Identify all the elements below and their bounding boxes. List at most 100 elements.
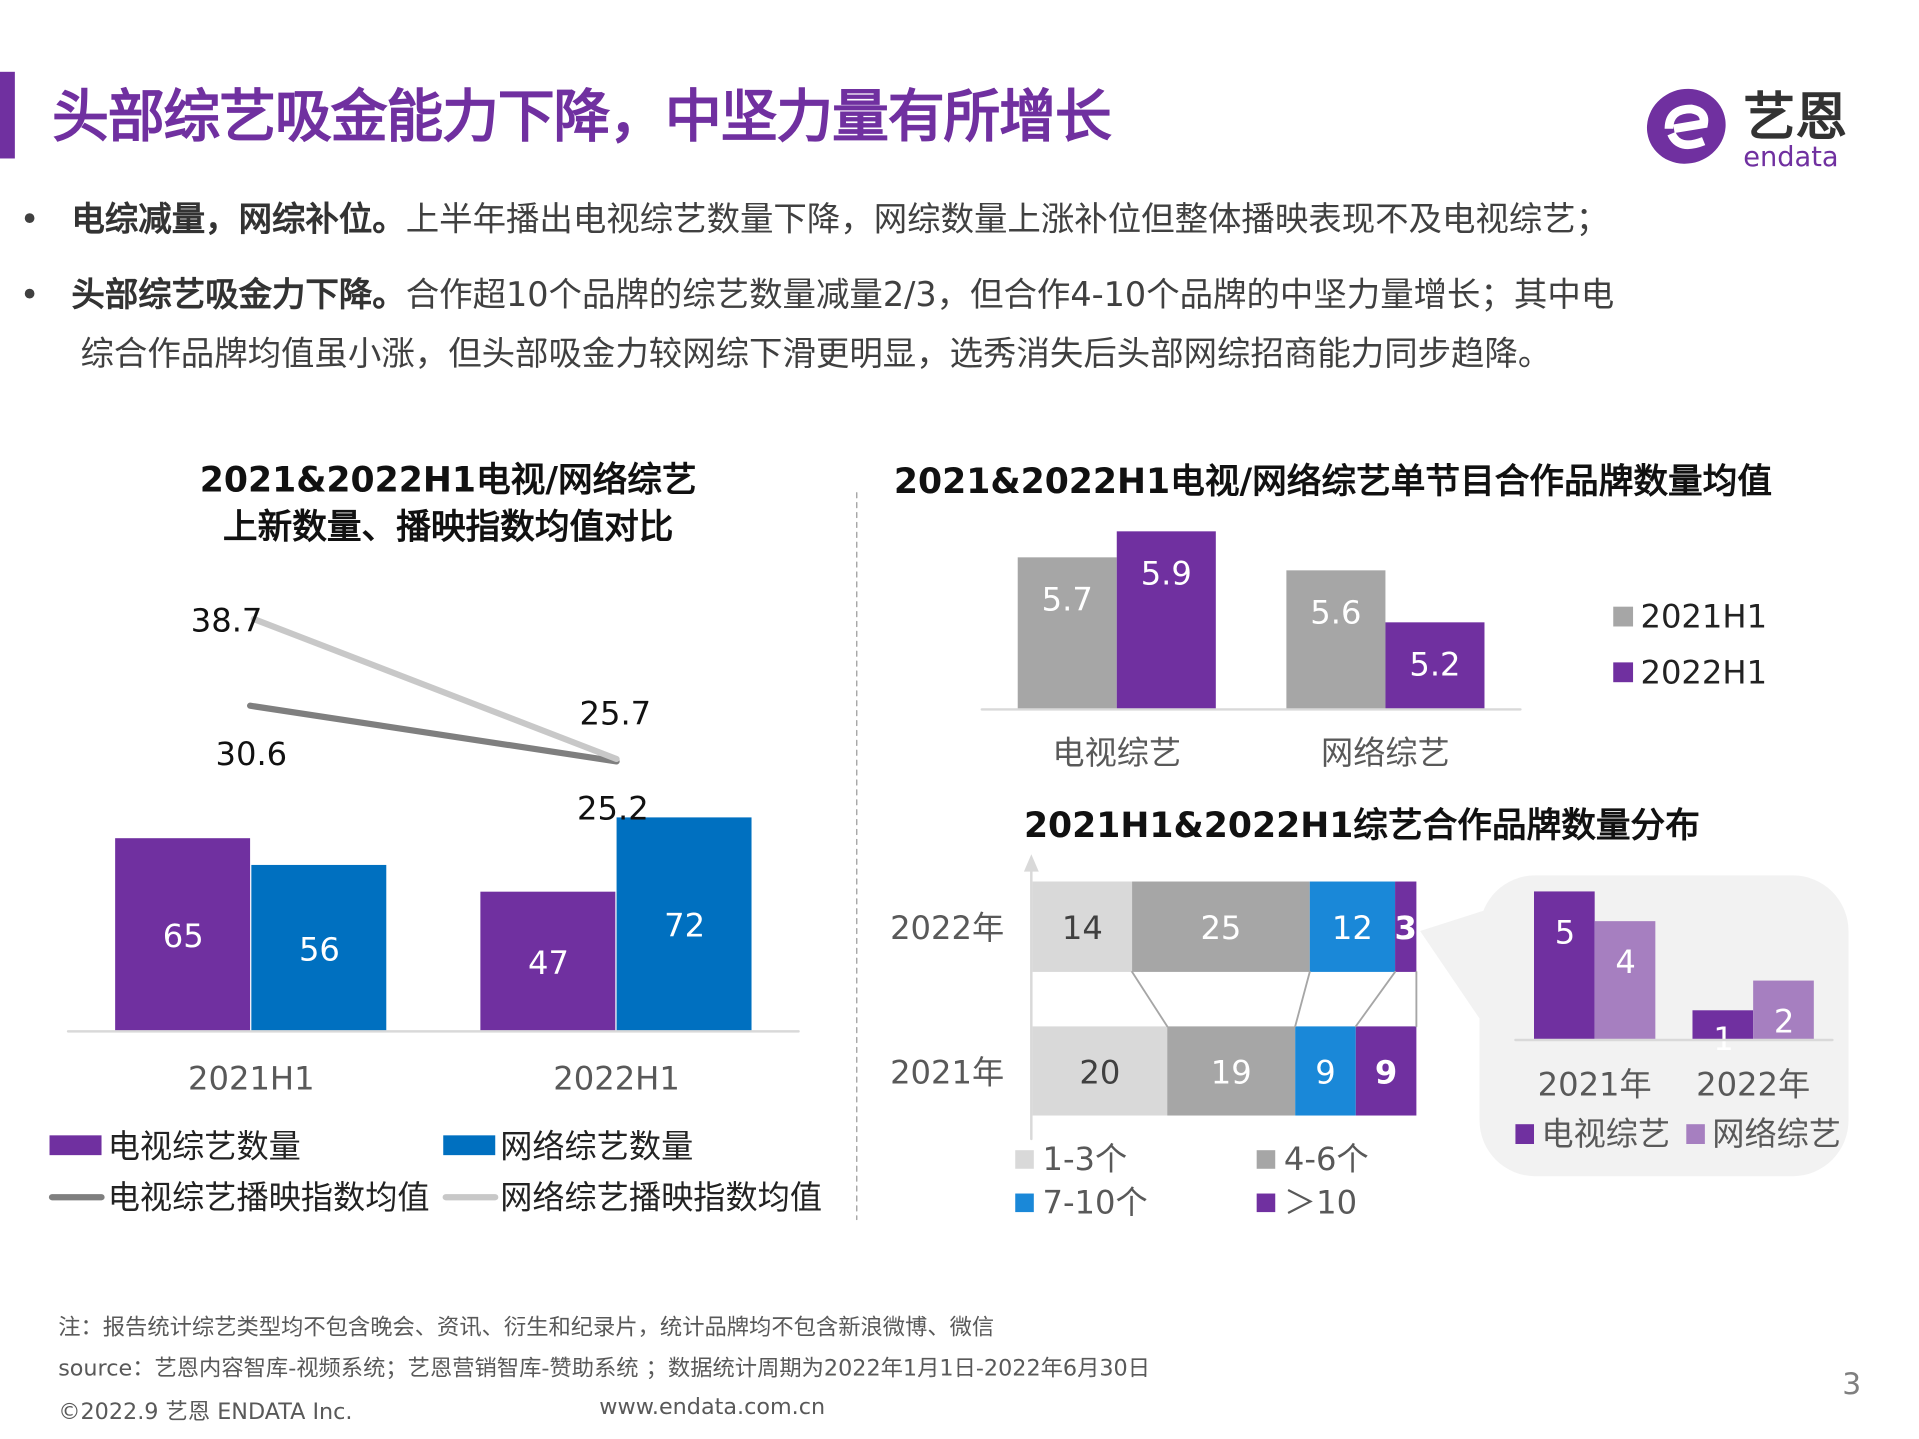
bullet-1-text: 上半年播出电视综艺数量下降，网综数量上涨补位但整体播映表现不及电视综艺； — [405, 200, 1610, 239]
chart3-legend-label: 7-10个 — [1042, 1183, 1147, 1221]
chart4-bar — [1753, 980, 1814, 1041]
title-accent-bar — [0, 71, 15, 159]
chart2-bar — [1017, 557, 1117, 710]
chart4-bar-label: 5 — [1555, 913, 1575, 951]
chart1-bar-label: 65 — [163, 917, 204, 955]
chart3-connector — [1294, 970, 1311, 1028]
chart1-bar — [616, 817, 752, 1032]
chart3-legend-swatch — [1256, 1193, 1276, 1213]
chart3-segment-label: 9 — [1315, 1053, 1335, 1091]
chart3-segment-label: 20 — [1079, 1053, 1120, 1091]
chart3-axis-arrow-icon — [1023, 854, 1039, 872]
chart4-x-tick: 2022年 — [1696, 1066, 1810, 1104]
chart3-legend-label: 1-3个 — [1042, 1140, 1127, 1178]
chart3-legend-label: ＞10 — [1284, 1183, 1357, 1221]
chart3-y-tick: 2021年 — [890, 1053, 1004, 1091]
bullet-2-continued: 综合作品牌均值虽小涨，但头部吸金力较网综下滑更明显，选秀消失后头部网综招商能力同… — [80, 335, 1552, 374]
chart3-segment-label: 12 — [1332, 909, 1373, 947]
chart1-x-tick: 2021H1 — [188, 1060, 315, 1098]
bullet-1-bold: 电综减量，网综补位。 — [71, 200, 406, 239]
chart3-segment-label: 25 — [1200, 909, 1241, 947]
chart3-segment-label: 9 — [1375, 1053, 1397, 1091]
chart3-segment-label: 19 — [1211, 1053, 1252, 1091]
footer-copyright: ©2022.9 艺恩 ENDATA Inc. — [58, 1399, 353, 1426]
chart3-legend-swatch — [1256, 1150, 1276, 1169]
chart3-segment — [1032, 1026, 1168, 1116]
chart1-title-line2: 上新数量、播映指数均值对比 — [223, 508, 674, 548]
chart2-bar — [1385, 622, 1485, 710]
chart4-legend-label: 电视综艺 — [1541, 1115, 1670, 1153]
chart3-connector — [1131, 970, 1169, 1028]
legend-label: 网络综艺数量 — [500, 1128, 693, 1166]
chart3-title: 2021H1&2022H1综艺合作品牌数量分布 — [1024, 806, 1700, 846]
chart1-line-label: 38.7 — [191, 601, 263, 639]
chart1-bar — [115, 838, 251, 1032]
chart2-bar — [1116, 531, 1216, 710]
bullet-2: • 头部综艺吸金力下降。合作超10个品牌的综艺数量减量2/3，但合作4-10个品… — [19, 276, 1615, 315]
chart3-segment — [1132, 881, 1310, 972]
chart3-y-tick: 2022年 — [890, 909, 1004, 947]
chart3-segment — [1395, 881, 1417, 972]
chart4-bar — [1594, 921, 1656, 1041]
endata-logo: 艺恩 endata — [1642, 79, 1877, 177]
legend-label: 电视综艺数量 — [108, 1128, 301, 1166]
chart1-x-tick: 2022H1 — [553, 1060, 680, 1098]
chart1-line-tv-index — [247, 702, 620, 765]
chart1-title-line1: 2021&2022H1电视/网络综艺 — [200, 461, 697, 501]
chart1-bar-label: 72 — [664, 907, 705, 945]
chart3-connector — [1354, 970, 1396, 1028]
chart3-segment — [1295, 1026, 1356, 1116]
chart1-line-label: 25.2 — [577, 790, 649, 828]
chart2-bar-label: 5.9 — [1141, 555, 1192, 593]
chart3-legend-label: 4-6个 — [1284, 1140, 1369, 1178]
chart1-bar-label: 56 — [299, 931, 340, 969]
footer-website[interactable]: www.endata.com.cn — [599, 1394, 826, 1421]
chart3-legend-swatch — [1015, 1150, 1034, 1169]
legend-swatch-web-count — [443, 1135, 496, 1156]
chart1-line-label: 30.6 — [215, 735, 287, 773]
chart3-segment — [1032, 881, 1133, 972]
chart2-legend-swatch — [1613, 662, 1634, 683]
chart4-bar-label: 2 — [1774, 1003, 1794, 1041]
chart3-segment — [1355, 1026, 1417, 1116]
chart2-legend-label: 2022H1 — [1640, 653, 1767, 691]
chart4-legend-label: 网络综艺 — [1712, 1115, 1841, 1153]
page-title: 头部综艺吸金能力下降，中坚力量有所增长 — [52, 82, 1112, 150]
chart1-line-web-index — [250, 615, 620, 763]
chart2-legend-swatch — [1613, 606, 1634, 627]
chart2-bar-label: 5.6 — [1310, 594, 1361, 632]
bullet-1: • 电综减量，网综补位。上半年播出电视综艺数量下降，网综数量上涨补位但整体播映表… — [19, 200, 1610, 239]
footer-source: source：艺恩内容智库-视频系统；艺恩营销智库-赞助系统 ；数据统计周期为2… — [58, 1355, 1151, 1382]
chart2-bar-label: 5.7 — [1042, 581, 1093, 619]
chart4-legend-swatch — [1686, 1124, 1705, 1145]
chart1-bar — [480, 891, 616, 1032]
bullet-2-bold: 头部综艺吸金力下降。 — [71, 276, 406, 315]
logo-cn: 艺恩 — [1743, 88, 1847, 148]
bullet-2-text: 合作超10个品牌的综艺数量减量2/3，但合作4-10个品牌的中坚力量增长；其中电 — [405, 276, 1615, 315]
chart2-title: 2021&2022H1电视/网络综艺单节目合作品牌数量均值 — [894, 462, 1772, 502]
chart4-x-tick: 2021年 — [1538, 1066, 1652, 1104]
legend-label: 电视综艺播映指数均值 — [108, 1178, 430, 1216]
chart4-bar-label: 4 — [1615, 943, 1635, 981]
chart3-segment — [1309, 881, 1396, 972]
chart1-line-label: 25.7 — [579, 694, 651, 732]
logo-en: endata — [1743, 142, 1838, 172]
footer-note: 注：报告统计综艺类型均不包含晚会、资讯、衍生和纪录片，统计品牌均不包含新浪微博、… — [58, 1314, 995, 1341]
chart3-segment — [1167, 1026, 1296, 1116]
chart3-segment-label: 14 — [1062, 909, 1103, 947]
chart1-bar-label: 47 — [528, 944, 569, 982]
callout-pointer — [1420, 910, 1486, 1028]
chart4-bar — [1534, 891, 1595, 1041]
legend-label: 网络综艺播映指数均值 — [500, 1178, 822, 1216]
chart3-legend-swatch — [1015, 1193, 1034, 1213]
chart2-bar — [1286, 570, 1386, 710]
page-number: 3 — [1842, 1366, 1862, 1402]
chart4-legend-swatch — [1515, 1124, 1535, 1145]
chart1-bar — [251, 864, 387, 1032]
chart2-x-tick: 网络综艺 — [1321, 734, 1450, 772]
chart2-bar-label: 5.2 — [1409, 646, 1460, 684]
legend-swatch-tv-count — [49, 1135, 102, 1156]
chart4-bar — [1692, 1010, 1754, 1041]
